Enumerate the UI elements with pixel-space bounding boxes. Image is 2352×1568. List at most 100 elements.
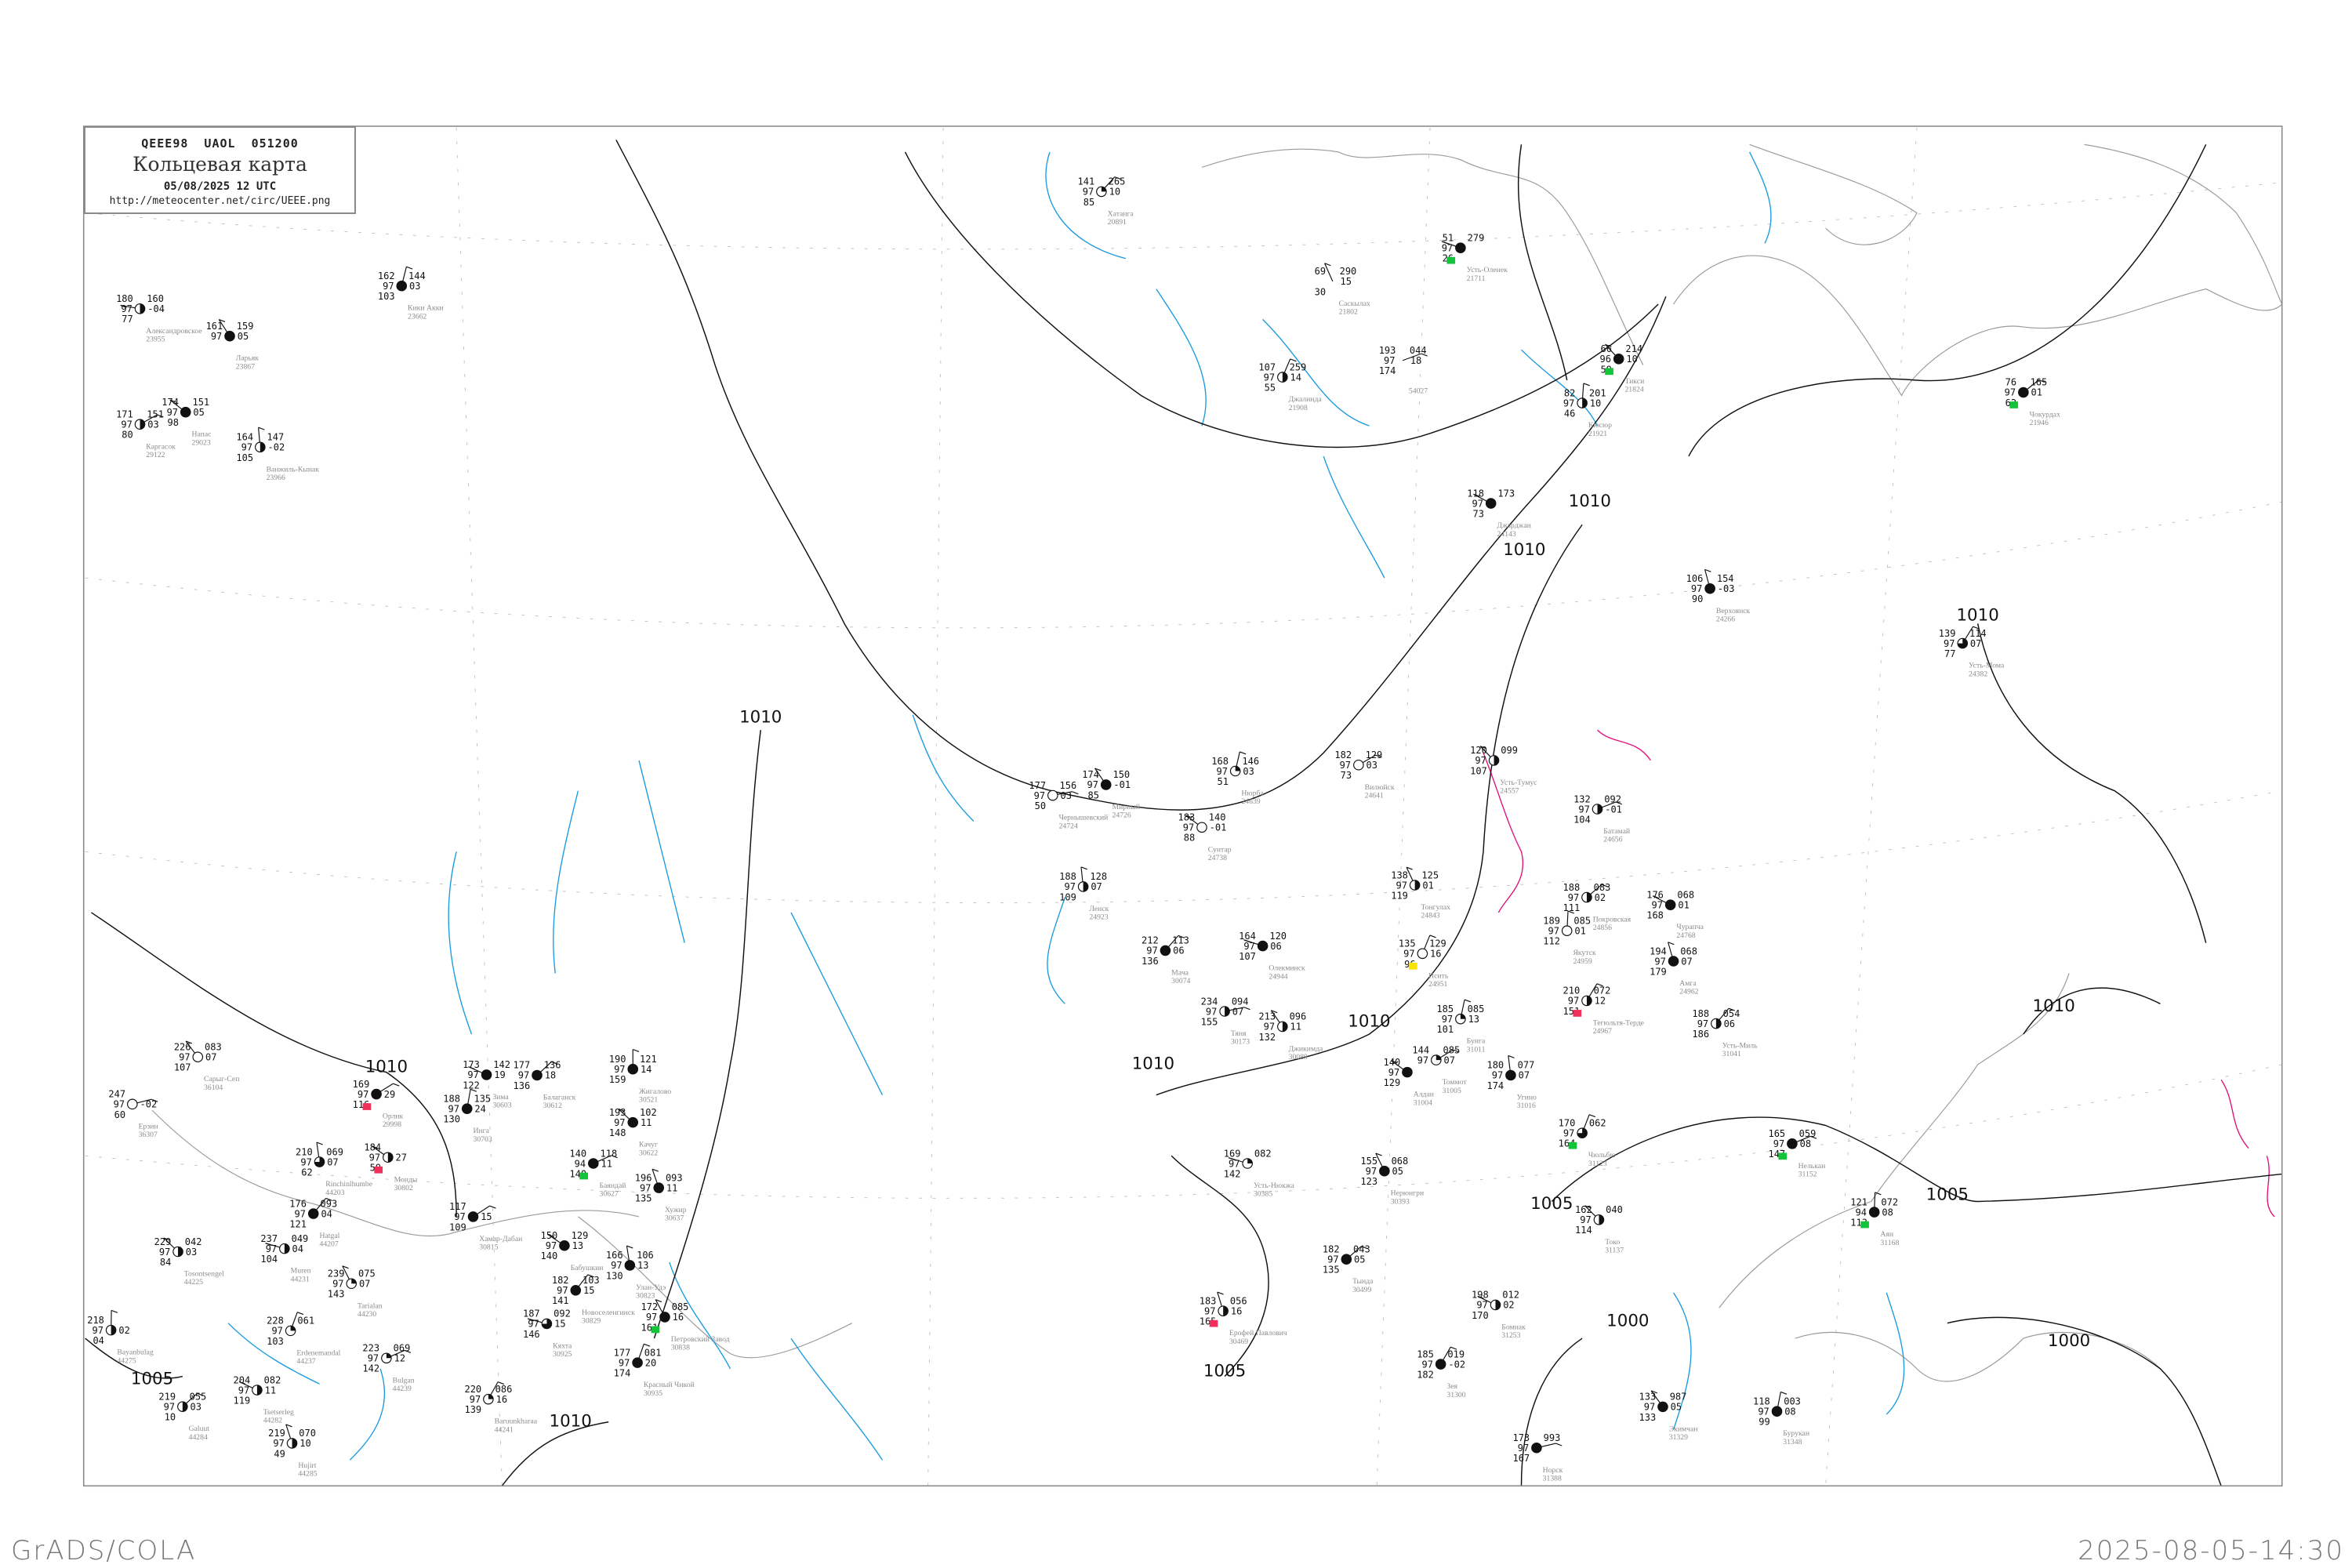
station-pressure: 054 — [1723, 1008, 1740, 1019]
wind-barb-feather — [163, 1237, 170, 1241]
station-pressure: 085 — [1468, 1004, 1485, 1014]
station-dewpoint: 129 — [1384, 1077, 1401, 1088]
station-dewpoint: 77 — [1944, 648, 1955, 659]
wind-barb-feather — [258, 426, 265, 430]
station-id: 23966 — [267, 474, 285, 482]
cloud-cover-fill — [1282, 1022, 1288, 1032]
cloud-cover-fill — [481, 1069, 492, 1080]
weather-flag-red — [1573, 1010, 1582, 1017]
station-pressure-tendency: 03 — [1243, 766, 1254, 777]
wind-barb-feather — [587, 1274, 594, 1278]
station-name: Инга — [473, 1127, 489, 1135]
cloud-cover-fill — [1582, 397, 1588, 408]
station-name: Тегюльтя-Терде — [1593, 1018, 1644, 1027]
bulletin-code: QEEE98 UAOL 051200 — [141, 136, 299, 151]
station-temperature: 229 — [154, 1236, 172, 1247]
cloud-cover-icon — [1561, 925, 1573, 936]
cloud-cover-fill — [1258, 941, 1268, 951]
station-id: 21908 — [1289, 404, 1308, 412]
cloud-cover-fill — [1436, 1054, 1442, 1061]
station-pressure-tendency: 05 — [1671, 1402, 1682, 1413]
station-pressure-prefix: 97 — [332, 1279, 343, 1290]
station-pressure: 156 — [1060, 780, 1077, 791]
station-id: 21946 — [2030, 419, 2049, 427]
wind-barb-feather — [219, 319, 226, 323]
station-temperature: 185 — [1417, 1348, 1434, 1359]
wind-barb-feather — [618, 1108, 625, 1112]
station-pressure-tendency: 03 — [409, 281, 420, 292]
weather-flag-yellow — [1408, 962, 1417, 970]
station-id: 44203 — [325, 1189, 344, 1197]
station-temperature: 234 — [1201, 996, 1218, 1007]
station-dewpoint: 140 — [540, 1250, 557, 1261]
station-pressure: 993 — [1544, 1432, 1561, 1443]
isobar-label: 1005 — [1203, 1362, 1246, 1381]
cloud-cover-fill — [1436, 1359, 1446, 1370]
station-name: Хужир — [665, 1206, 687, 1214]
station-dewpoint: 130 — [443, 1114, 460, 1125]
station-dewpoint: 109 — [1059, 891, 1076, 902]
station-pressure: 081 — [644, 1347, 662, 1358]
wind-barb-feather — [1406, 866, 1413, 870]
station-id: 30469 — [1229, 1338, 1248, 1346]
cloud-cover-fill — [397, 281, 407, 291]
wind-barb-feather — [1441, 241, 1448, 245]
station-pressure-tendency: -02 — [268, 442, 285, 453]
station-pressure-prefix: 97 — [1691, 583, 1702, 594]
station-pressure: 083 — [1594, 882, 1611, 893]
station-dewpoint: 107 — [174, 1062, 191, 1073]
cloud-cover-fill — [1505, 1070, 1516, 1080]
station-pressure: 151 — [192, 397, 209, 408]
station-pressure-tendency: 05 — [1392, 1166, 1403, 1177]
station-pressure: 062 — [1589, 1117, 1606, 1128]
station-pressure-tendency: 02 — [1503, 1300, 1514, 1311]
station-pressure: 085 — [1443, 1044, 1461, 1055]
station-name: Ванжиль-Кынак — [267, 465, 320, 474]
station-name: Олекминск — [1269, 964, 1305, 973]
station-pressure: 093 — [320, 1198, 337, 1209]
cloud-cover-fill — [532, 1070, 543, 1080]
wind-barb-feather — [1584, 1205, 1592, 1209]
cloud-cover-icon — [127, 1098, 138, 1110]
station-id: 31253 — [1501, 1331, 1520, 1340]
cloud-cover-fill — [2018, 387, 2029, 397]
station-pressure-prefix: 97 — [1492, 1070, 1503, 1081]
cloud-cover-fill — [588, 1158, 599, 1169]
station-name: Muren — [291, 1267, 311, 1276]
station-pressure-tendency: 24 — [474, 1103, 485, 1114]
station-id: 24738 — [1208, 854, 1227, 862]
station-id: 21802 — [1339, 308, 1358, 317]
station-pressure-prefix: 97 — [546, 1240, 557, 1251]
weather-flag-red — [1209, 1319, 1218, 1327]
station-name: Tsetserleg — [263, 1408, 294, 1417]
station-model: 66965921410Тикси21824 — [1600, 343, 1645, 394]
wind-barb-feather — [652, 1168, 659, 1172]
isobar-label: 1010 — [1348, 1011, 1390, 1031]
station-pressure-tendency: 10 — [1626, 354, 1637, 365]
station-pressure: 120 — [1269, 931, 1287, 942]
rivers — [227, 151, 1905, 1461]
station-id: 30393 — [1391, 1197, 1410, 1206]
source-url[interactable]: http://meteocenter.net/circ/UEEE.png — [109, 195, 331, 207]
wind-barb-feather — [120, 304, 127, 308]
station-id: 24656 — [1603, 836, 1622, 844]
station-pressure-tendency: 07 — [327, 1156, 338, 1167]
station-pressure-tendency: 01 — [1574, 925, 1585, 936]
wind-barb-feather — [371, 1145, 379, 1149]
station-pressure-prefix: 97 — [241, 442, 252, 453]
wind-barb-feather — [527, 1318, 535, 1322]
station-id: 24843 — [1421, 912, 1439, 920]
station-pressure: 113 — [1172, 935, 1189, 946]
station-pressure: 042 — [185, 1236, 202, 1247]
wind-barb-feather — [393, 1083, 400, 1087]
wind-barb-feather — [1375, 754, 1382, 758]
station-id: 30935 — [644, 1389, 662, 1398]
